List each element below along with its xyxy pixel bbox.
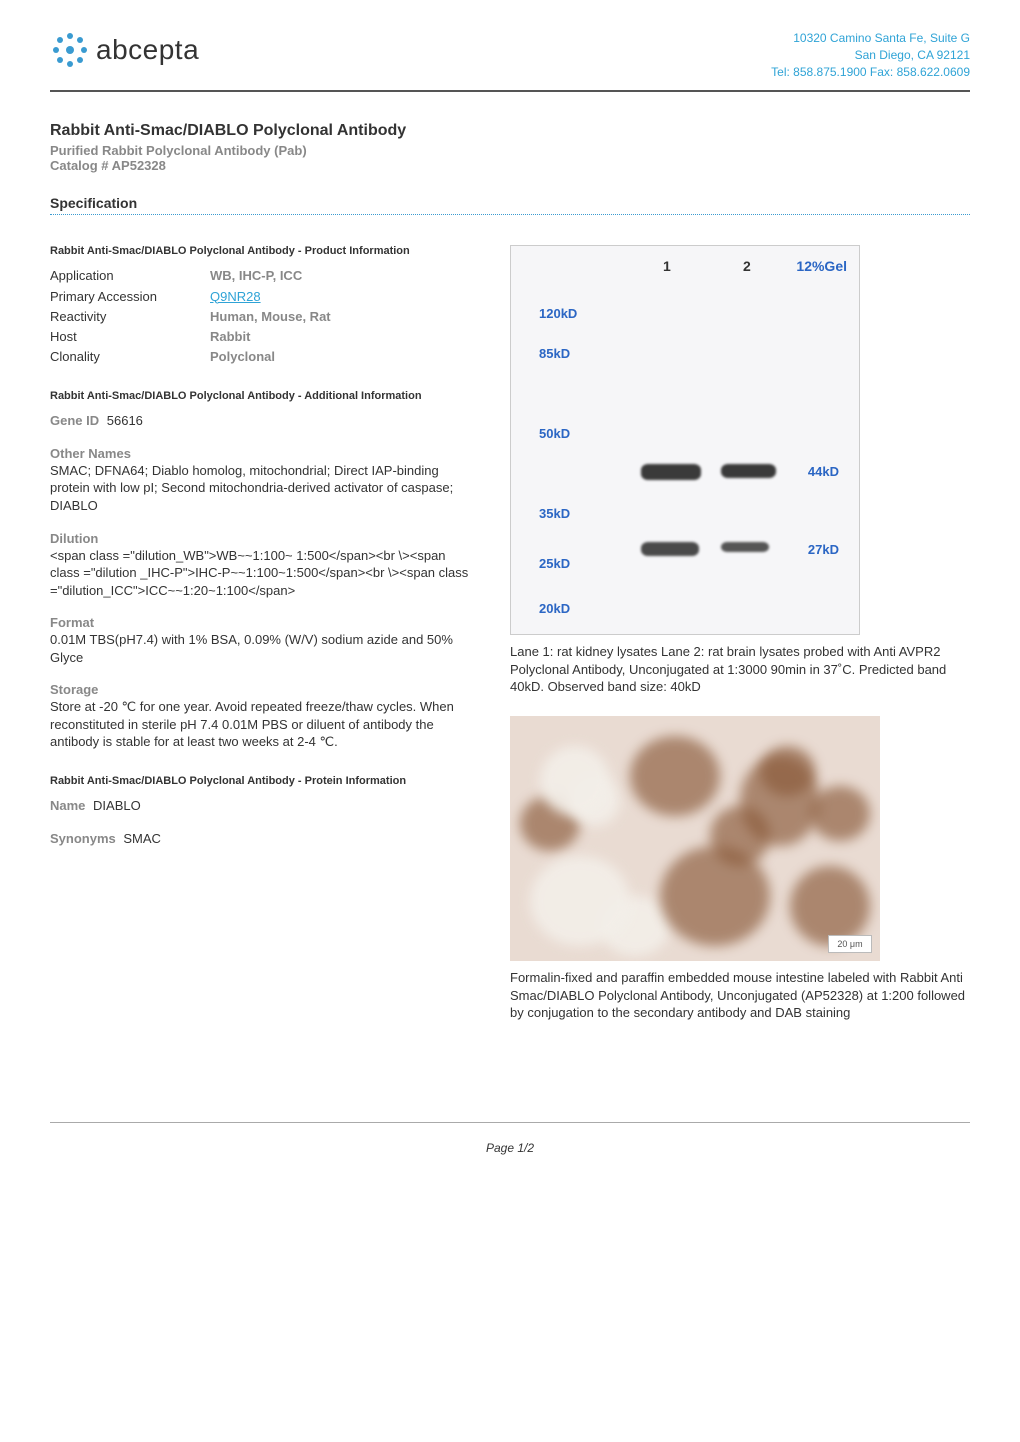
field-body: 56616 [107,413,143,428]
field-synonyms: Synonyms SMAC [50,830,470,848]
figure-western-blot: 1 2 12%Gel 120kD 85kD 50kD 35kD 25kD 20kD 44kD 27k… [510,245,970,696]
field-label: Format [50,615,470,630]
blot-band [641,464,701,480]
kv-key: Primary Accession [50,288,210,306]
kv-row-reactivity: Reactivity Human, Mouse, Rat [50,308,470,326]
product-info-list: Application WB, IHC-P, ICC Primary Acces… [50,267,470,366]
specification-heading: Specification [50,195,970,215]
company-logo: abcepta [50,30,199,70]
kv-key: Reactivity [50,308,210,326]
logo-icon [50,30,90,70]
western-blot-image: 1 2 12%Gel 120kD 85kD 50kD 35kD 25kD 20kD 44kD 27k… [510,245,860,635]
mw-marker: 25kD [539,556,570,571]
mw-marker-right: 44kD [808,464,839,479]
field-label: Synonyms [50,831,116,846]
field-body: SMAC; DFNA64; Diablo homolog, mitochondr… [50,462,470,515]
kv-key: Application [50,267,210,285]
blot-lane-label: 2 [743,258,751,274]
page-number: Page 1/2 [486,1141,534,1155]
blot-band [641,542,699,556]
blot-band [721,464,776,478]
field-body: <span class ="dilution_WB">WB~~1:100~ 1:… [50,547,470,600]
mw-marker: 85kD [539,346,570,361]
kv-key: Host [50,328,210,346]
kv-value: Human, Mouse, Rat [210,308,470,326]
mw-marker: 20kD [539,601,570,616]
field-label: Name [50,798,85,813]
field-name: Name DIABLO [50,797,470,815]
ihc-stain-blob [530,856,630,946]
field-other-names: Other Names SMAC; DFNA64; Diablo homolog… [50,446,470,515]
kv-value: WB, IHC-P, ICC [210,267,470,285]
field-body: Store at -20 ℃ for one year. Avoid repea… [50,698,470,751]
product-title-block: Rabbit Anti-Smac/DIABLO Polyclonal Antib… [50,122,970,173]
scale-bar: 20 μm [828,935,872,953]
mw-marker: 35kD [539,506,570,521]
mw-marker-right: 27kD [808,542,839,557]
field-body: DIABLO [93,798,141,813]
kv-row-host: Host Rabbit [50,328,470,346]
accession-link[interactable]: Q9NR28 [210,289,261,304]
kv-key: Clonality [50,348,210,366]
section-heading-additional-info: Rabbit Anti-Smac/DIABLO Polyclonal Antib… [50,390,470,402]
field-label: Storage [50,682,470,697]
field-body: 0.01M TBS(pH7.4) with 1% BSA, 0.09% (W/V… [50,631,470,666]
blot-band [721,542,769,552]
field-label-inline: Gene ID 56616 [50,412,470,430]
company-address: 10320 Camino Santa Fe, Suite G San Diego… [771,30,970,80]
field-dilution: Dilution <span class ="dilution_WB">WB~~… [50,531,470,600]
product-subtitle: Purified Rabbit Polyclonal Antibody (Pab… [50,143,970,158]
company-name: abcepta [96,34,199,66]
section-heading-product-info: Rabbit Anti-Smac/DIABLO Polyclonal Antib… [50,245,470,257]
kv-row-primary-accession: Primary Accession Q9NR28 [50,288,470,306]
mw-marker: 50kD [539,426,570,441]
kv-row-application: Application WB, IHC-P, ICC [50,267,470,285]
field-gene-id: Gene ID 56616 [50,412,470,430]
address-line: Tel: 858.875.1900 Fax: 858.622.0609 [771,64,970,81]
field-label: Dilution [50,531,470,546]
catalog-value: AP52328 [112,158,166,173]
ihc-stain-blob [540,746,610,816]
figure-caption: Formalin-fixed and paraffin embedded mou… [510,969,970,1022]
catalog-label: Catalog # [50,158,112,173]
section-heading-protein-info: Rabbit Anti-Smac/DIABLO Polyclonal Antib… [50,775,470,787]
mw-marker: 120kD [539,306,577,321]
kv-value: Q9NR28 [210,288,470,306]
address-line: 10320 Camino Santa Fe, Suite G [771,30,970,47]
address-line: San Diego, CA 92121 [771,47,970,64]
ihc-stain-blob [630,736,720,816]
kv-value: Rabbit [210,328,470,346]
field-storage: Storage Store at -20 ℃ for one year. Avo… [50,682,470,751]
product-title: Rabbit Anti-Smac/DIABLO Polyclonal Antib… [50,122,970,140]
ihc-stain-blob [660,846,770,946]
kv-row-clonality: Clonality Polyclonal [50,348,470,366]
blot-gel-label: 12%Gel [796,258,847,274]
figure-ihc: 20 μm Formalin-fixed and paraffin embedd… [510,716,970,1022]
ihc-image: 20 μm [510,716,880,961]
ihc-stain-blob [740,756,820,846]
ihc-stain-blob [790,866,870,946]
figure-caption: Lane 1: rat kidney lysates Lane 2: rat b… [510,643,970,696]
blot-lane-label: 1 [663,258,671,274]
field-label: Other Names [50,446,470,461]
field-body: SMAC [123,831,161,846]
field-label: Gene ID [50,413,99,428]
left-column: Rabbit Anti-Smac/DIABLO Polyclonal Antib… [50,245,470,1041]
right-column: 1 2 12%Gel 120kD 85kD 50kD 35kD 25kD 20kD 44kD 27k… [510,245,970,1041]
catalog-line: Catalog # AP52328 [50,158,970,173]
page-footer: Page 1/2 [50,1122,970,1155]
content-columns: Rabbit Anti-Smac/DIABLO Polyclonal Antib… [50,245,970,1041]
page-header: abcepta 10320 Camino Santa Fe, Suite G S… [50,30,970,92]
kv-value: Polyclonal [210,348,470,366]
field-format: Format 0.01M TBS(pH7.4) with 1% BSA, 0.0… [50,615,470,666]
